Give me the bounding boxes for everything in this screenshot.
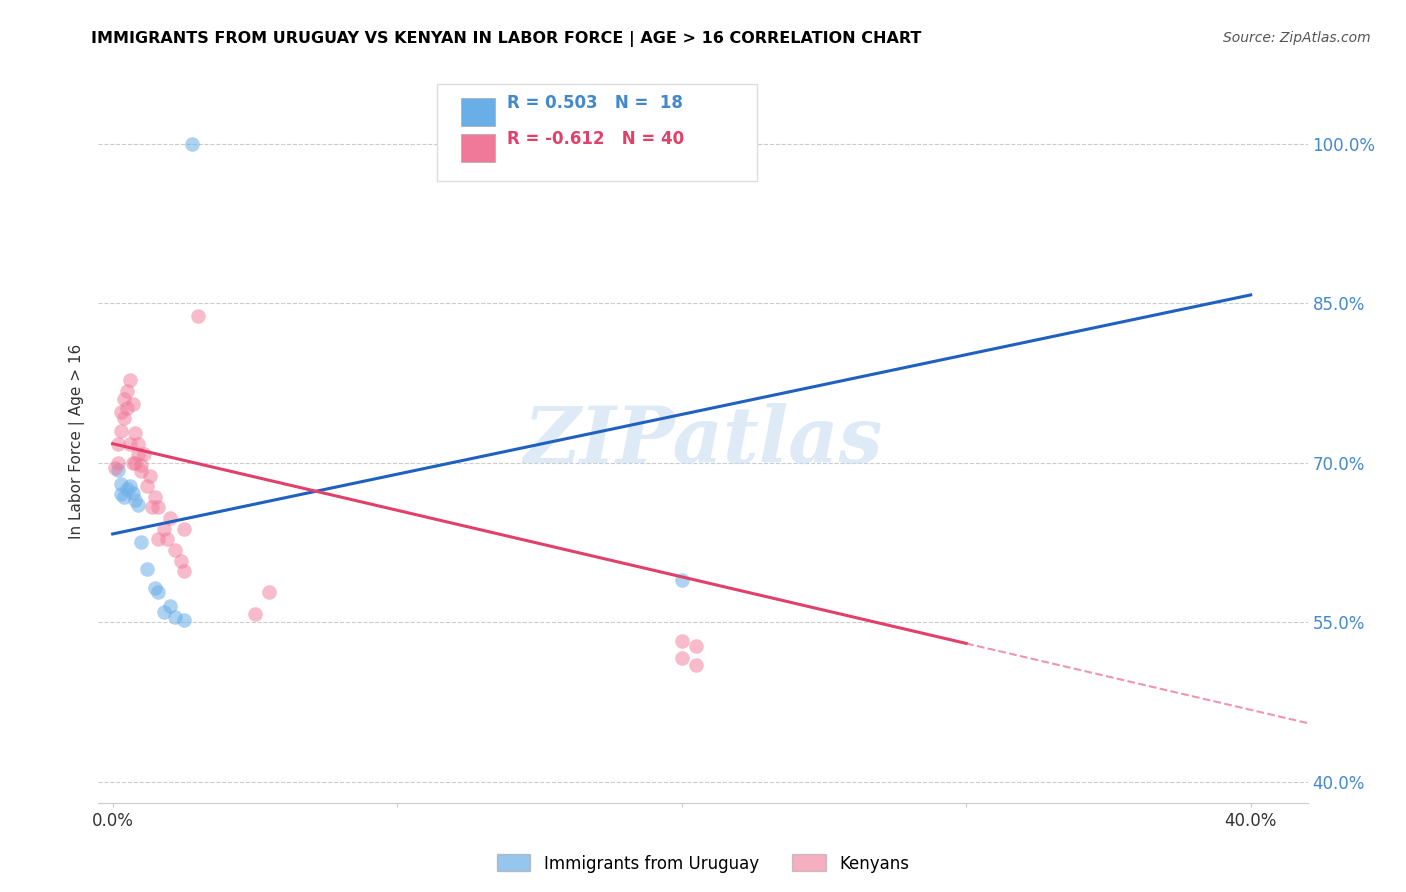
Point <box>112 392 135 406</box>
Point <box>112 490 135 504</box>
Point <box>121 485 143 500</box>
Point <box>110 486 132 500</box>
Point <box>243 607 266 621</box>
Point <box>173 564 195 578</box>
Point <box>118 479 141 493</box>
Point <box>671 651 693 665</box>
Point <box>135 479 157 493</box>
Point <box>173 522 195 536</box>
FancyBboxPatch shape <box>437 84 758 181</box>
Point <box>146 533 169 547</box>
Point <box>187 309 209 323</box>
Point <box>153 605 176 619</box>
Point <box>671 573 693 587</box>
Point <box>107 463 129 477</box>
Text: IMMIGRANTS FROM URUGUAY VS KENYAN IN LABOR FORCE | AGE > 16 CORRELATION CHART: IMMIGRANTS FROM URUGUAY VS KENYAN IN LAB… <box>91 31 922 47</box>
Point <box>165 543 187 558</box>
Point <box>115 401 138 415</box>
Point <box>127 498 149 512</box>
Point <box>671 634 693 648</box>
Point <box>146 585 169 599</box>
Point <box>159 511 181 525</box>
Text: Source: ZipAtlas.com: Source: ZipAtlas.com <box>1223 31 1371 45</box>
Point <box>132 447 155 461</box>
Point <box>159 599 181 614</box>
Point <box>685 639 707 653</box>
Point <box>181 136 204 151</box>
Point <box>107 436 129 450</box>
Y-axis label: In Labor Force | Age > 16: In Labor Force | Age > 16 <box>69 344 84 539</box>
Point <box>129 464 152 478</box>
Text: R = -0.612   N = 40: R = -0.612 N = 40 <box>508 130 685 148</box>
Point <box>110 424 132 438</box>
Text: R = 0.503   N =  18: R = 0.503 N = 18 <box>508 94 683 112</box>
Point <box>173 613 195 627</box>
Point <box>129 458 152 472</box>
Point <box>165 610 187 624</box>
Point <box>257 585 280 599</box>
Point <box>138 468 160 483</box>
Point <box>115 384 138 398</box>
Point <box>121 456 143 470</box>
Point <box>141 500 163 515</box>
Point <box>121 397 143 411</box>
Point <box>153 522 176 536</box>
Point <box>115 483 138 497</box>
Point <box>107 456 129 470</box>
Point <box>146 500 169 515</box>
Point <box>124 493 146 508</box>
Point <box>118 436 141 450</box>
Point <box>124 456 146 470</box>
Point <box>685 657 707 672</box>
Legend: Immigrants from Uruguay, Kenyans: Immigrants from Uruguay, Kenyans <box>491 847 915 880</box>
Point <box>170 553 193 567</box>
Point <box>143 490 166 504</box>
Point <box>143 581 166 595</box>
Point <box>156 533 179 547</box>
Text: ZIPatlas: ZIPatlas <box>523 403 883 480</box>
FancyBboxPatch shape <box>461 98 495 126</box>
Point <box>110 477 132 491</box>
FancyBboxPatch shape <box>461 135 495 162</box>
Point <box>110 405 132 419</box>
Point <box>127 447 149 461</box>
Point <box>124 425 146 440</box>
Point <box>118 373 141 387</box>
Point <box>104 461 127 475</box>
Point <box>112 411 135 425</box>
Point <box>129 535 152 549</box>
Point <box>127 436 149 450</box>
Point <box>135 562 157 576</box>
